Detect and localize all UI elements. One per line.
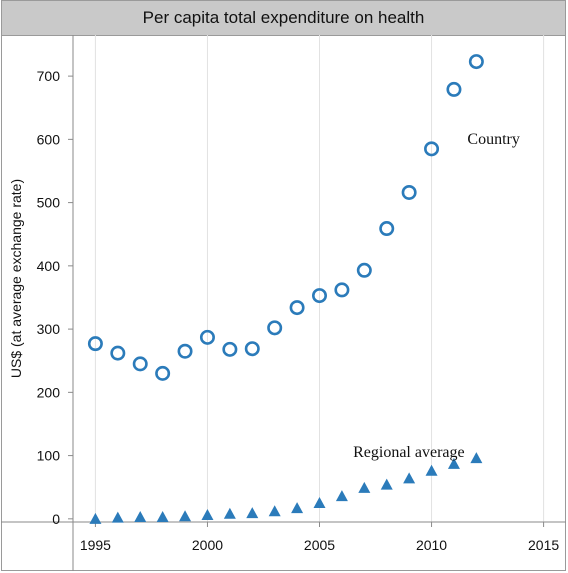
x-tick-label: 2015 bbox=[528, 537, 559, 553]
country-point bbox=[222, 341, 238, 357]
y-tick-label: 500 bbox=[37, 195, 61, 211]
y-tick-label: 400 bbox=[37, 258, 61, 274]
y-tick-label: 0 bbox=[52, 511, 60, 527]
regional-average-point bbox=[380, 478, 393, 490]
regional-average-point bbox=[335, 490, 348, 502]
series-annotation: Country bbox=[467, 131, 519, 148]
x-tick-label: 2005 bbox=[304, 537, 335, 553]
country-point bbox=[267, 320, 283, 336]
y-tick-label: 700 bbox=[37, 68, 61, 84]
country-point bbox=[356, 262, 372, 278]
regional-average-point bbox=[156, 510, 169, 522]
regional-average-point bbox=[201, 509, 214, 521]
regional-average-point bbox=[403, 472, 416, 484]
country-point bbox=[199, 329, 215, 345]
country-point bbox=[468, 54, 484, 70]
regional-average-point bbox=[268, 505, 281, 517]
regional-average-point bbox=[313, 497, 326, 509]
x-tick-label: 2010 bbox=[416, 537, 447, 553]
y-tick-label: 300 bbox=[37, 321, 61, 337]
regional-average-point bbox=[111, 511, 124, 523]
regional-average-point bbox=[223, 507, 236, 519]
country-point bbox=[401, 184, 417, 200]
regional-average-point bbox=[291, 502, 304, 514]
grid bbox=[94, 35, 545, 522]
y-tick-label: 200 bbox=[37, 384, 61, 400]
regional-average-point bbox=[358, 481, 371, 493]
regional-average-point bbox=[134, 510, 147, 522]
x-tick-label: 1995 bbox=[80, 537, 111, 553]
country-point bbox=[87, 336, 103, 352]
country-point bbox=[155, 365, 171, 381]
data-marks bbox=[87, 54, 484, 524]
y-tick-label: 600 bbox=[37, 131, 61, 147]
country-point bbox=[177, 343, 193, 359]
x-tick-label: 2000 bbox=[192, 537, 223, 553]
country-point bbox=[379, 221, 395, 237]
country-point bbox=[110, 345, 126, 361]
annotations: Country Regional average bbox=[353, 131, 520, 461]
chart-title: Per capita total expenditure on health bbox=[2, 1, 565, 36]
y-axis-label: US$ (at average exchange rate) bbox=[8, 179, 24, 378]
country-point bbox=[244, 341, 260, 357]
regional-average-point bbox=[425, 464, 438, 476]
series-annotation: Regional average bbox=[353, 444, 465, 461]
regional-average-point bbox=[179, 510, 192, 522]
country-point bbox=[311, 288, 327, 304]
country-point bbox=[446, 81, 462, 97]
country-point bbox=[289, 300, 305, 316]
regional-average-point bbox=[246, 507, 259, 519]
country-point bbox=[424, 141, 440, 157]
y-tick-label: 100 bbox=[37, 448, 61, 464]
axes: 0 100 200 300 400 500 600 700 1995 2000 2005 2010 20… bbox=[1, 35, 566, 571]
country-point bbox=[334, 282, 350, 298]
country-point bbox=[132, 356, 148, 372]
regional-average-point bbox=[89, 512, 102, 524]
regional-average-point bbox=[470, 452, 483, 464]
regional-average-point bbox=[447, 457, 460, 469]
